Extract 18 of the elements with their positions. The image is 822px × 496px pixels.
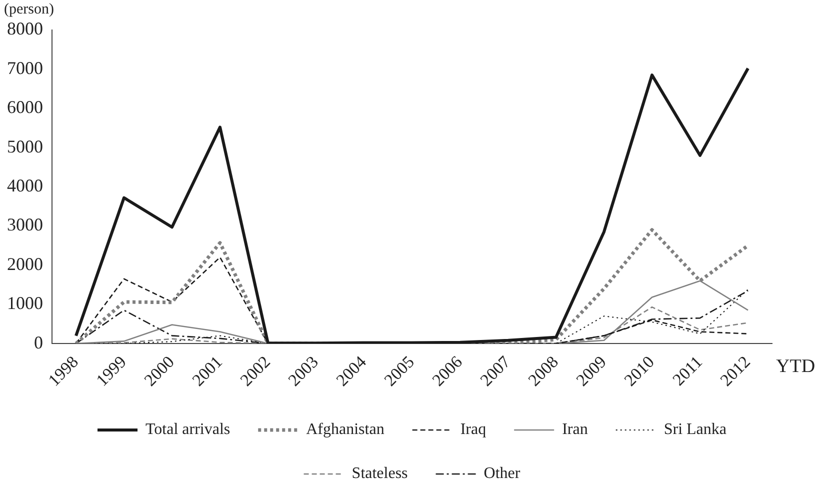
legend-label: Stateless [352,465,408,482]
y-tick-label: 4000 [7,176,43,196]
y-tick-label: 8000 [7,18,43,39]
x-axis-title: YTD [776,356,816,378]
y-axis-title: (person) [4,1,54,18]
y-tick-label: 0 [34,332,43,352]
legend-label: Sri Lanka [664,421,727,438]
legend-label: Other [484,465,521,482]
legend-label: Afghanistan [306,421,384,438]
y-tick-label: 5000 [7,136,43,156]
legend-label: Iraq [460,421,486,438]
y-tick-label: 3000 [7,214,43,235]
y-tick-label: 6000 [7,97,43,118]
y-tick-label: 2000 [7,254,43,274]
y-tick-label: 7000 [7,58,43,78]
legend-label: Iran [562,421,588,438]
legend-label: Total arrivals [146,421,230,438]
y-tick-label: 1000 [7,293,43,314]
